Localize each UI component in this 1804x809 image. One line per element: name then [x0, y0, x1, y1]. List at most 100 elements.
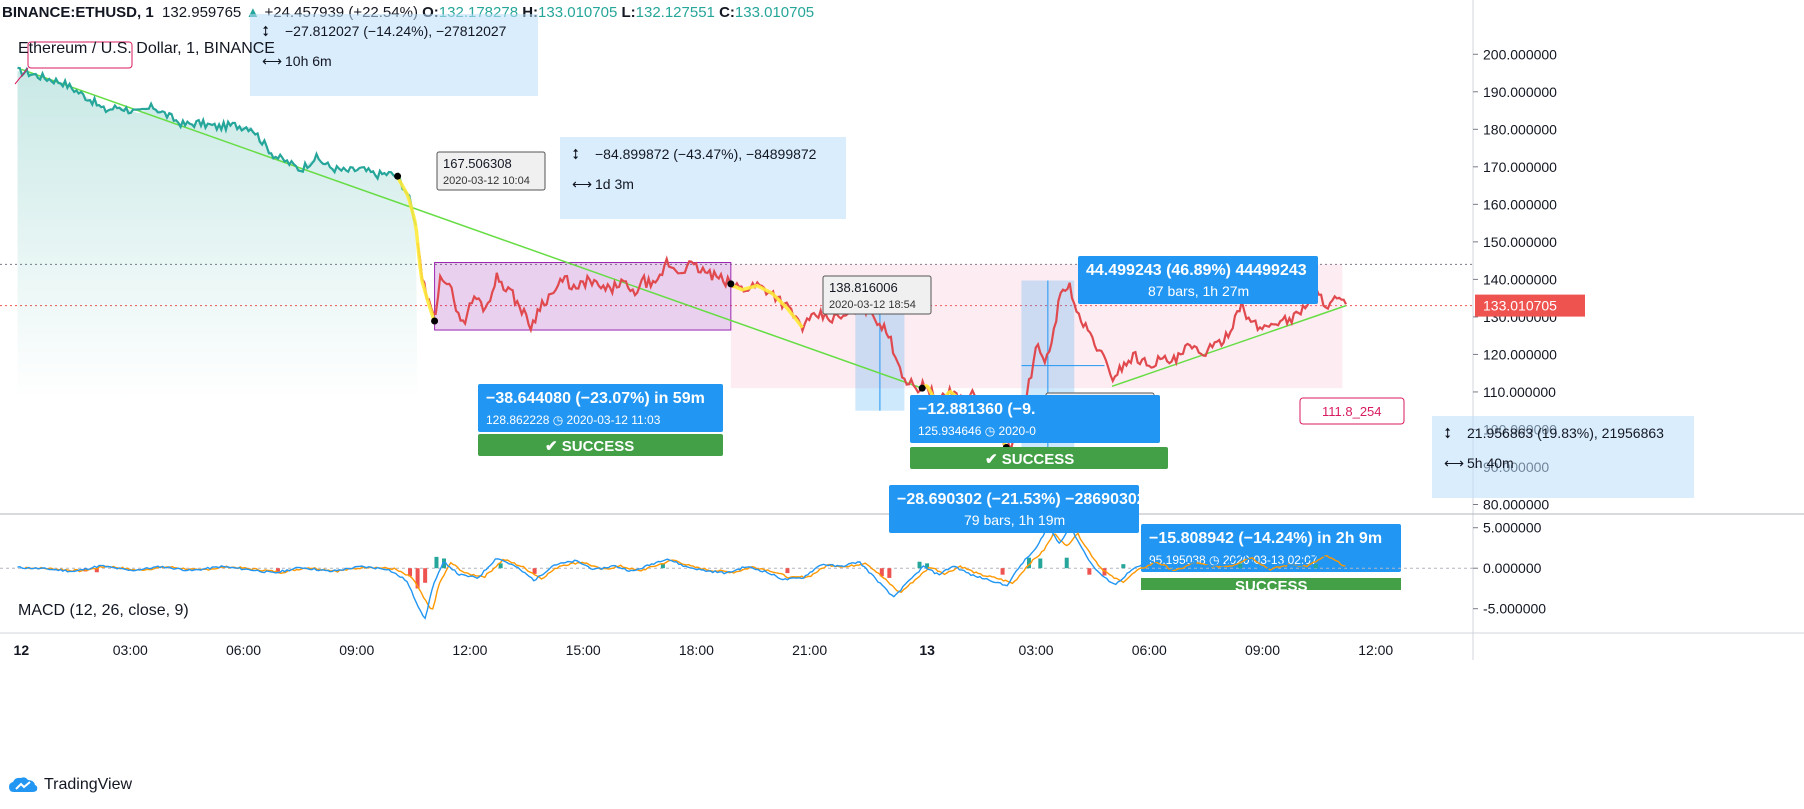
macd-histogram-bar — [1238, 563, 1243, 569]
yellow-leg — [396, 176, 436, 320]
x-tick-label: 15:00 — [566, 642, 601, 658]
callout-138-time: 2020-03-12 18:54 — [829, 299, 916, 311]
close-value: 133.010705 — [734, 4, 815, 21]
success-badge-2-text: ✔ SUCCESS — [985, 451, 1074, 468]
info-box-top — [250, 14, 538, 96]
info-box-right-time-icon: ⟷ — [1444, 455, 1464, 471]
label-blue-2-line1: −12.881360 (−9. — [918, 401, 1035, 418]
price-line-teal — [17, 66, 418, 227]
info-box-mid-time-icon: ⟷ — [572, 176, 592, 192]
macd-histogram-bar — [660, 563, 665, 569]
info-box-top-range: −27.812027 (−14.24%), −27812027 — [285, 23, 507, 39]
label-blue-3-line1: 44.499243 (46.89%) 44499243 — [1086, 262, 1307, 279]
area-fill — [17, 71, 418, 400]
macd-histogram-bar — [1038, 558, 1043, 569]
point-marker — [918, 384, 926, 392]
last-price-tag — [1475, 294, 1585, 317]
yellow-leg — [730, 283, 804, 329]
macd-histogram-bar — [498, 563, 503, 569]
callout-1118 — [1299, 397, 1405, 425]
success-badge-3 — [1141, 578, 1401, 590]
label-blue-2 — [910, 395, 1160, 443]
price-line-red — [416, 242, 1347, 455]
x-tick-label: 09:00 — [339, 642, 374, 658]
info-box-right — [1432, 416, 1694, 498]
info-box-mid-range: −84.899872 (−43.47%), −84899872 — [595, 146, 817, 162]
info-box-right-range-icon: ⭥ — [1444, 425, 1452, 441]
info-box-top-time-icon: ⟷ — [262, 53, 282, 69]
range-box-purple — [434, 261, 732, 331]
label-blue-4-line2: 79 bars, 1h 19m — [964, 512, 1065, 528]
footer-brand: TradingView — [44, 776, 133, 793]
label-blue-4-line1: −28.690302 (−21.53%) −28690302 — [897, 491, 1146, 508]
success-badge-1 — [478, 434, 723, 456]
macd-histogram-bar — [1026, 557, 1031, 569]
macd-histogram-bar — [1000, 568, 1005, 575]
macd-histogram-bar — [1087, 568, 1092, 575]
macd-histogram-bar — [442, 558, 447, 569]
macd-y-tick-label: 0.000000 — [1483, 560, 1542, 576]
callout-1118-text: 111.8_254 — [1322, 404, 1382, 419]
macd-histogram-bar — [275, 568, 280, 572]
x-tick-label: 12:00 — [1358, 642, 1393, 658]
macd-histogram-bar — [408, 568, 413, 577]
info-box-top-range-icon: ⭥ — [262, 23, 270, 39]
trend-line — [1111, 304, 1347, 388]
callout-167 — [436, 151, 546, 191]
tradingview-logo[interactable]: TradingView — [8, 776, 132, 794]
info-box-top-time: 10h 6m — [285, 53, 332, 69]
info-box-mid-time: 1d 3m — [595, 176, 634, 192]
last-price-tag-text: 133.010705 — [1483, 298, 1557, 314]
close-label: C: — [719, 4, 735, 21]
macd-y-tick-label: 5.000000 — [1483, 520, 1542, 536]
low-label: L: — [621, 4, 636, 21]
label-blue-1-line2: 128.862228 ◷ 2020-03-12 11:03 — [486, 413, 661, 427]
x-tick-label: 13 — [919, 642, 935, 658]
macd-histogram-bar — [917, 561, 922, 569]
info-box-right-range: 21.956863 (19.83%), 21956863 — [1467, 425, 1664, 441]
success-badge-2 — [910, 447, 1168, 469]
x-tick-label: 12 — [14, 642, 30, 658]
x-tick-label: 06:00 — [226, 642, 261, 658]
x-tick-label: 12:00 — [452, 642, 487, 658]
last-price: 132.959765 — [162, 4, 242, 21]
y-tick-label: 110.000000 — [1483, 384, 1556, 400]
label-blue-2-line2: 125.934646 ◷ 2020-0 — [918, 424, 1036, 438]
label-blue-1 — [478, 384, 723, 432]
macd-histogram-bar — [434, 556, 439, 569]
macd-histogram-bar — [785, 568, 790, 574]
success-badge-1-text: ✔ SUCCESS — [545, 438, 634, 455]
symbol-label[interactable]: BINANCE:ETHUSD, 1 — [2, 4, 154, 21]
y-tick-label: 190.000000 — [1483, 84, 1557, 100]
point-marker — [727, 280, 735, 288]
x-tick-label: 03:00 — [1019, 642, 1054, 658]
callout-167-price: 167.506308 — [443, 156, 512, 171]
symbol-title: Ethereum / U.S. Dollar, 1, BINANCE — [18, 40, 275, 57]
label-blue-4 — [889, 485, 1139, 533]
tradingview-cloud-icon — [9, 777, 38, 792]
y-tick-label: 170.000000 — [1483, 159, 1557, 175]
success-badge-3-text: SUCCESS — [1235, 578, 1308, 595]
macd-histogram-bar — [532, 568, 537, 574]
callout-138 — [822, 275, 932, 315]
callout-138-price: 138.816006 — [829, 280, 898, 295]
trend-line — [21, 68, 923, 389]
y-tick-label: 80.000000 — [1483, 496, 1549, 512]
info-box-mid — [560, 137, 846, 219]
info-box-mid-range-icon: ⭥ — [572, 146, 580, 162]
macd-histogram-bar — [423, 568, 428, 583]
y-tick-label: 160.000000 — [1483, 196, 1557, 212]
macd-histogram-bar — [1313, 564, 1318, 569]
macd-histogram-bar — [879, 568, 884, 577]
x-tick-label: 06:00 — [1132, 642, 1167, 658]
info-box-right-time: 5h 40m — [1467, 455, 1514, 471]
high-value: 133.010705 — [538, 4, 618, 21]
x-tick-label: 03:00 — [113, 642, 148, 658]
label-blue-3 — [1078, 256, 1318, 304]
label-blue-5-line1: −15.808942 (−14.24%) in 2h 9m — [1149, 530, 1382, 547]
callout-start-pointer — [14, 67, 29, 85]
macd-histogram-bar — [1121, 564, 1126, 569]
y-tick-label: 150.000000 — [1483, 234, 1557, 250]
point-marker — [394, 172, 402, 180]
